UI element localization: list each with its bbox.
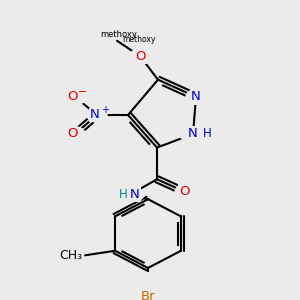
Text: methoxy: methoxy [100,30,137,39]
Text: O: O [67,128,77,140]
Text: O: O [67,90,77,104]
Text: CH₃: CH₃ [59,249,82,262]
Text: H: H [118,188,127,201]
Text: +: + [101,104,109,115]
Ellipse shape [179,127,207,141]
Text: N: N [191,90,201,104]
Ellipse shape [130,49,150,63]
Ellipse shape [136,281,160,295]
Ellipse shape [175,185,195,199]
Ellipse shape [62,90,88,104]
Text: N: N [130,188,140,201]
Text: Br: Br [141,290,155,300]
Ellipse shape [186,90,206,104]
Ellipse shape [65,127,85,141]
Text: O: O [135,50,145,63]
Text: O: O [180,185,190,198]
Ellipse shape [87,108,107,122]
Text: N: N [188,128,198,140]
Text: N: N [90,109,100,122]
Text: methoxy: methoxy [122,35,155,44]
Ellipse shape [116,188,144,202]
Text: −: − [78,87,88,97]
Text: H: H [202,128,211,140]
